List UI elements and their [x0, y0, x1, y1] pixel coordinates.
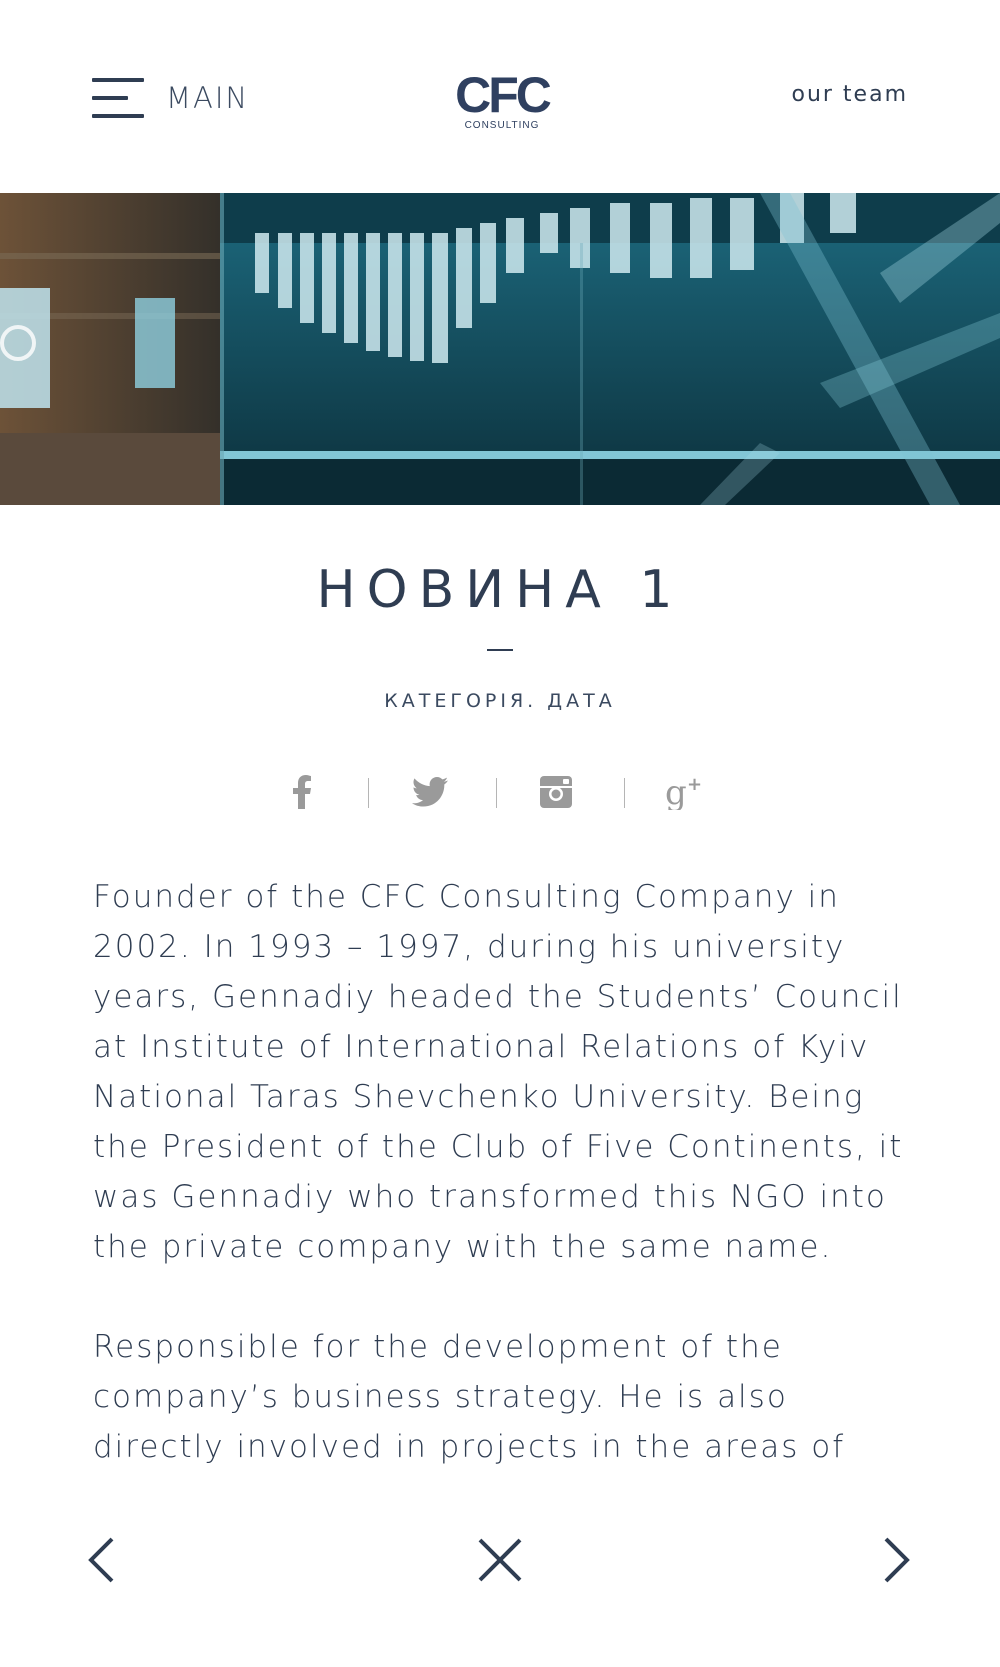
main-menu-button[interactable]: MAIN	[92, 74, 249, 122]
title-divider	[487, 649, 513, 651]
close-icon[interactable]	[477, 1537, 523, 1583]
article-paragraph: Responsible for the development of the c…	[93, 1329, 846, 1515]
social-share-bar: g +	[288, 770, 712, 814]
site-header: MAIN CFC CONSULTING our team	[0, 0, 1000, 193]
logo-wordmark: CFC	[455, 67, 552, 123]
chevron-left-icon[interactable]	[86, 1536, 116, 1584]
chevron-right-icon[interactable]	[882, 1536, 912, 1584]
main-menu-label[interactable]: MAIN	[166, 81, 250, 115]
our-team-link[interactable]: our team	[791, 82, 908, 107]
close-button[interactable]	[475, 1530, 525, 1590]
hero-image	[0, 193, 1000, 505]
bottom-bar	[0, 1470, 1000, 1667]
article-title: НОВИНА 1	[316, 560, 684, 620]
instagram-icon[interactable]	[538, 770, 574, 814]
article-body: Founder of the CFC Consulting Company in…	[93, 872, 923, 1572]
svg-text:+: +	[687, 774, 702, 795]
facebook-icon[interactable]	[290, 770, 314, 814]
share-separator	[368, 778, 369, 808]
svg-text:g: g	[665, 774, 687, 810]
cfc-logo[interactable]: CFC CONSULTING	[452, 70, 552, 131]
google-plus-icon[interactable]: g +	[664, 770, 704, 814]
article-category-date: КАТЕГОРІЯ. ДАТА	[384, 690, 616, 712]
article-paragraph: Founder of the CFC Consulting Company in…	[93, 879, 904, 1265]
share-separator	[624, 778, 625, 808]
next-button[interactable]	[872, 1530, 922, 1590]
share-separator	[496, 778, 497, 808]
previous-button[interactable]	[76, 1530, 126, 1590]
hamburger-icon[interactable]	[92, 75, 144, 121]
logo-subtitle: CONSULTING	[464, 120, 540, 131]
twitter-icon[interactable]	[410, 770, 450, 814]
hero-illustration	[0, 193, 1000, 505]
